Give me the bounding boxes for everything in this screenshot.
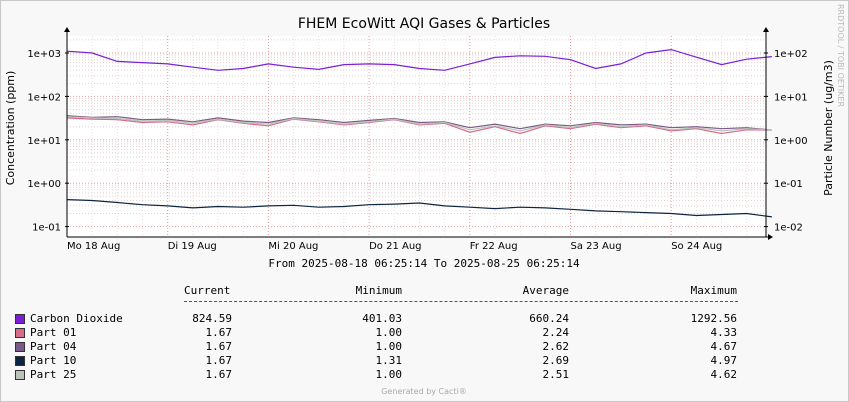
x-tick-label: Fr 22 Aug (470, 241, 518, 252)
legend-value-minimum: 1.00 (375, 368, 403, 381)
y-axis-label-left: Concentration (ppm) (4, 71, 17, 186)
series-line-part-10 (66, 199, 772, 218)
legend-value-average: 2.69 (542, 354, 570, 367)
rrdtool-watermark: RRDTOOL / TOBI OETIKER (836, 4, 845, 107)
legend-series-name: Part 04 (30, 340, 77, 353)
y-tick-label-left: 1e-01 (32, 223, 61, 234)
legend-value-maximum: 1292.56 (690, 312, 737, 325)
y-axis-left-arrow (64, 27, 70, 32)
legend-value-maximum: 4.62 (710, 368, 738, 381)
x-tick-label: Mo 18 Aug (67, 241, 120, 252)
y-tick-label-left: 1e+00 (27, 179, 61, 190)
legend-value-average: 2.24 (542, 326, 570, 339)
legend-swatch (15, 356, 25, 366)
x-tick-label: So 24 Aug (671, 241, 722, 252)
legend-value-minimum: 401.03 (362, 312, 402, 325)
x-tick-label: Mi 20 Aug (268, 241, 318, 252)
legend-value-maximum: 4.67 (710, 340, 738, 353)
chart-title: FHEM EcoWitt AQI Gases & Particles (298, 16, 550, 32)
series-line-carbon-dioxide (66, 48, 772, 71)
generated-by-footer: Generated by Cacti® (381, 387, 467, 396)
legend-swatch (15, 328, 25, 338)
y-tick-label-left: 1e+01 (27, 136, 61, 147)
legend-header-current: Current (184, 284, 231, 297)
legend-series-name: Part 25 (30, 368, 77, 381)
legend-header-maximum: Maximum (690, 284, 737, 297)
y-tick-label-left: 1e+02 (27, 92, 61, 103)
legend-series-name: Carbon Dioxide (30, 312, 123, 325)
legend-value-average: 660.24 (529, 312, 569, 325)
plot-area: 1e+03 1e+02 1e+02 1e+01 1e+01 1e+00 1e+00 1e-01… (27, 27, 808, 252)
x-tick-label: Sa 23 Aug (571, 241, 622, 252)
legend-value-maximum: 4.97 (710, 354, 738, 367)
legend-series-name: Part 01 (30, 326, 77, 339)
x-tick-label: Di 19 Aug (168, 241, 217, 252)
legend-value-minimum: 1.00 (375, 326, 403, 339)
y-axis-label-right: Particle Number (ug/m3) (822, 60, 835, 196)
legend-series-name: Part 10 (30, 354, 77, 367)
y-tick-label-right: 1e+01 (774, 92, 808, 103)
legend-value-current: 1.67 (205, 326, 233, 339)
time-range-subtitle: From 2025-08-18 06:25:14 To 2025-08-25 0… (268, 257, 580, 270)
series-line-part-01 (66, 117, 772, 135)
legend-value-maximum: 4.33 (710, 326, 738, 339)
y-tick-label-right: 1e+00 (774, 136, 808, 147)
series-line-part-25 (66, 116, 772, 132)
legend-value-current: 824.59 (192, 312, 232, 325)
x-tick-label: Do 21 Aug (369, 241, 421, 252)
y-tick-label-right: 1e-01 (774, 179, 803, 190)
x-axis-arrow (768, 234, 773, 240)
legend-value-current: 1.67 (205, 354, 233, 367)
legend-value-current: 1.67 (205, 340, 233, 353)
y-axis-right-arrow (763, 27, 769, 32)
legend-value-minimum: 1.31 (375, 354, 403, 367)
series-line-part-04 (66, 115, 772, 131)
legend-value-average: 2.62 (542, 340, 570, 353)
legend-swatch (15, 314, 25, 324)
legend-header-average: Average (522, 284, 569, 297)
legend-value-current: 1.67 (205, 368, 233, 381)
y-tick-label-right: 1e+02 (774, 49, 808, 60)
legend-swatch (15, 342, 25, 352)
legend-value-average: 2.51 (542, 368, 570, 381)
y-tick-label-right: 1e-02 (774, 223, 803, 234)
legend-divider (184, 301, 738, 302)
y-tick-label-left: 1e+03 (27, 49, 61, 60)
legend-swatch (15, 370, 25, 380)
legend-header-minimum: Minimum (355, 284, 402, 297)
legend-value-minimum: 1.00 (375, 340, 403, 353)
